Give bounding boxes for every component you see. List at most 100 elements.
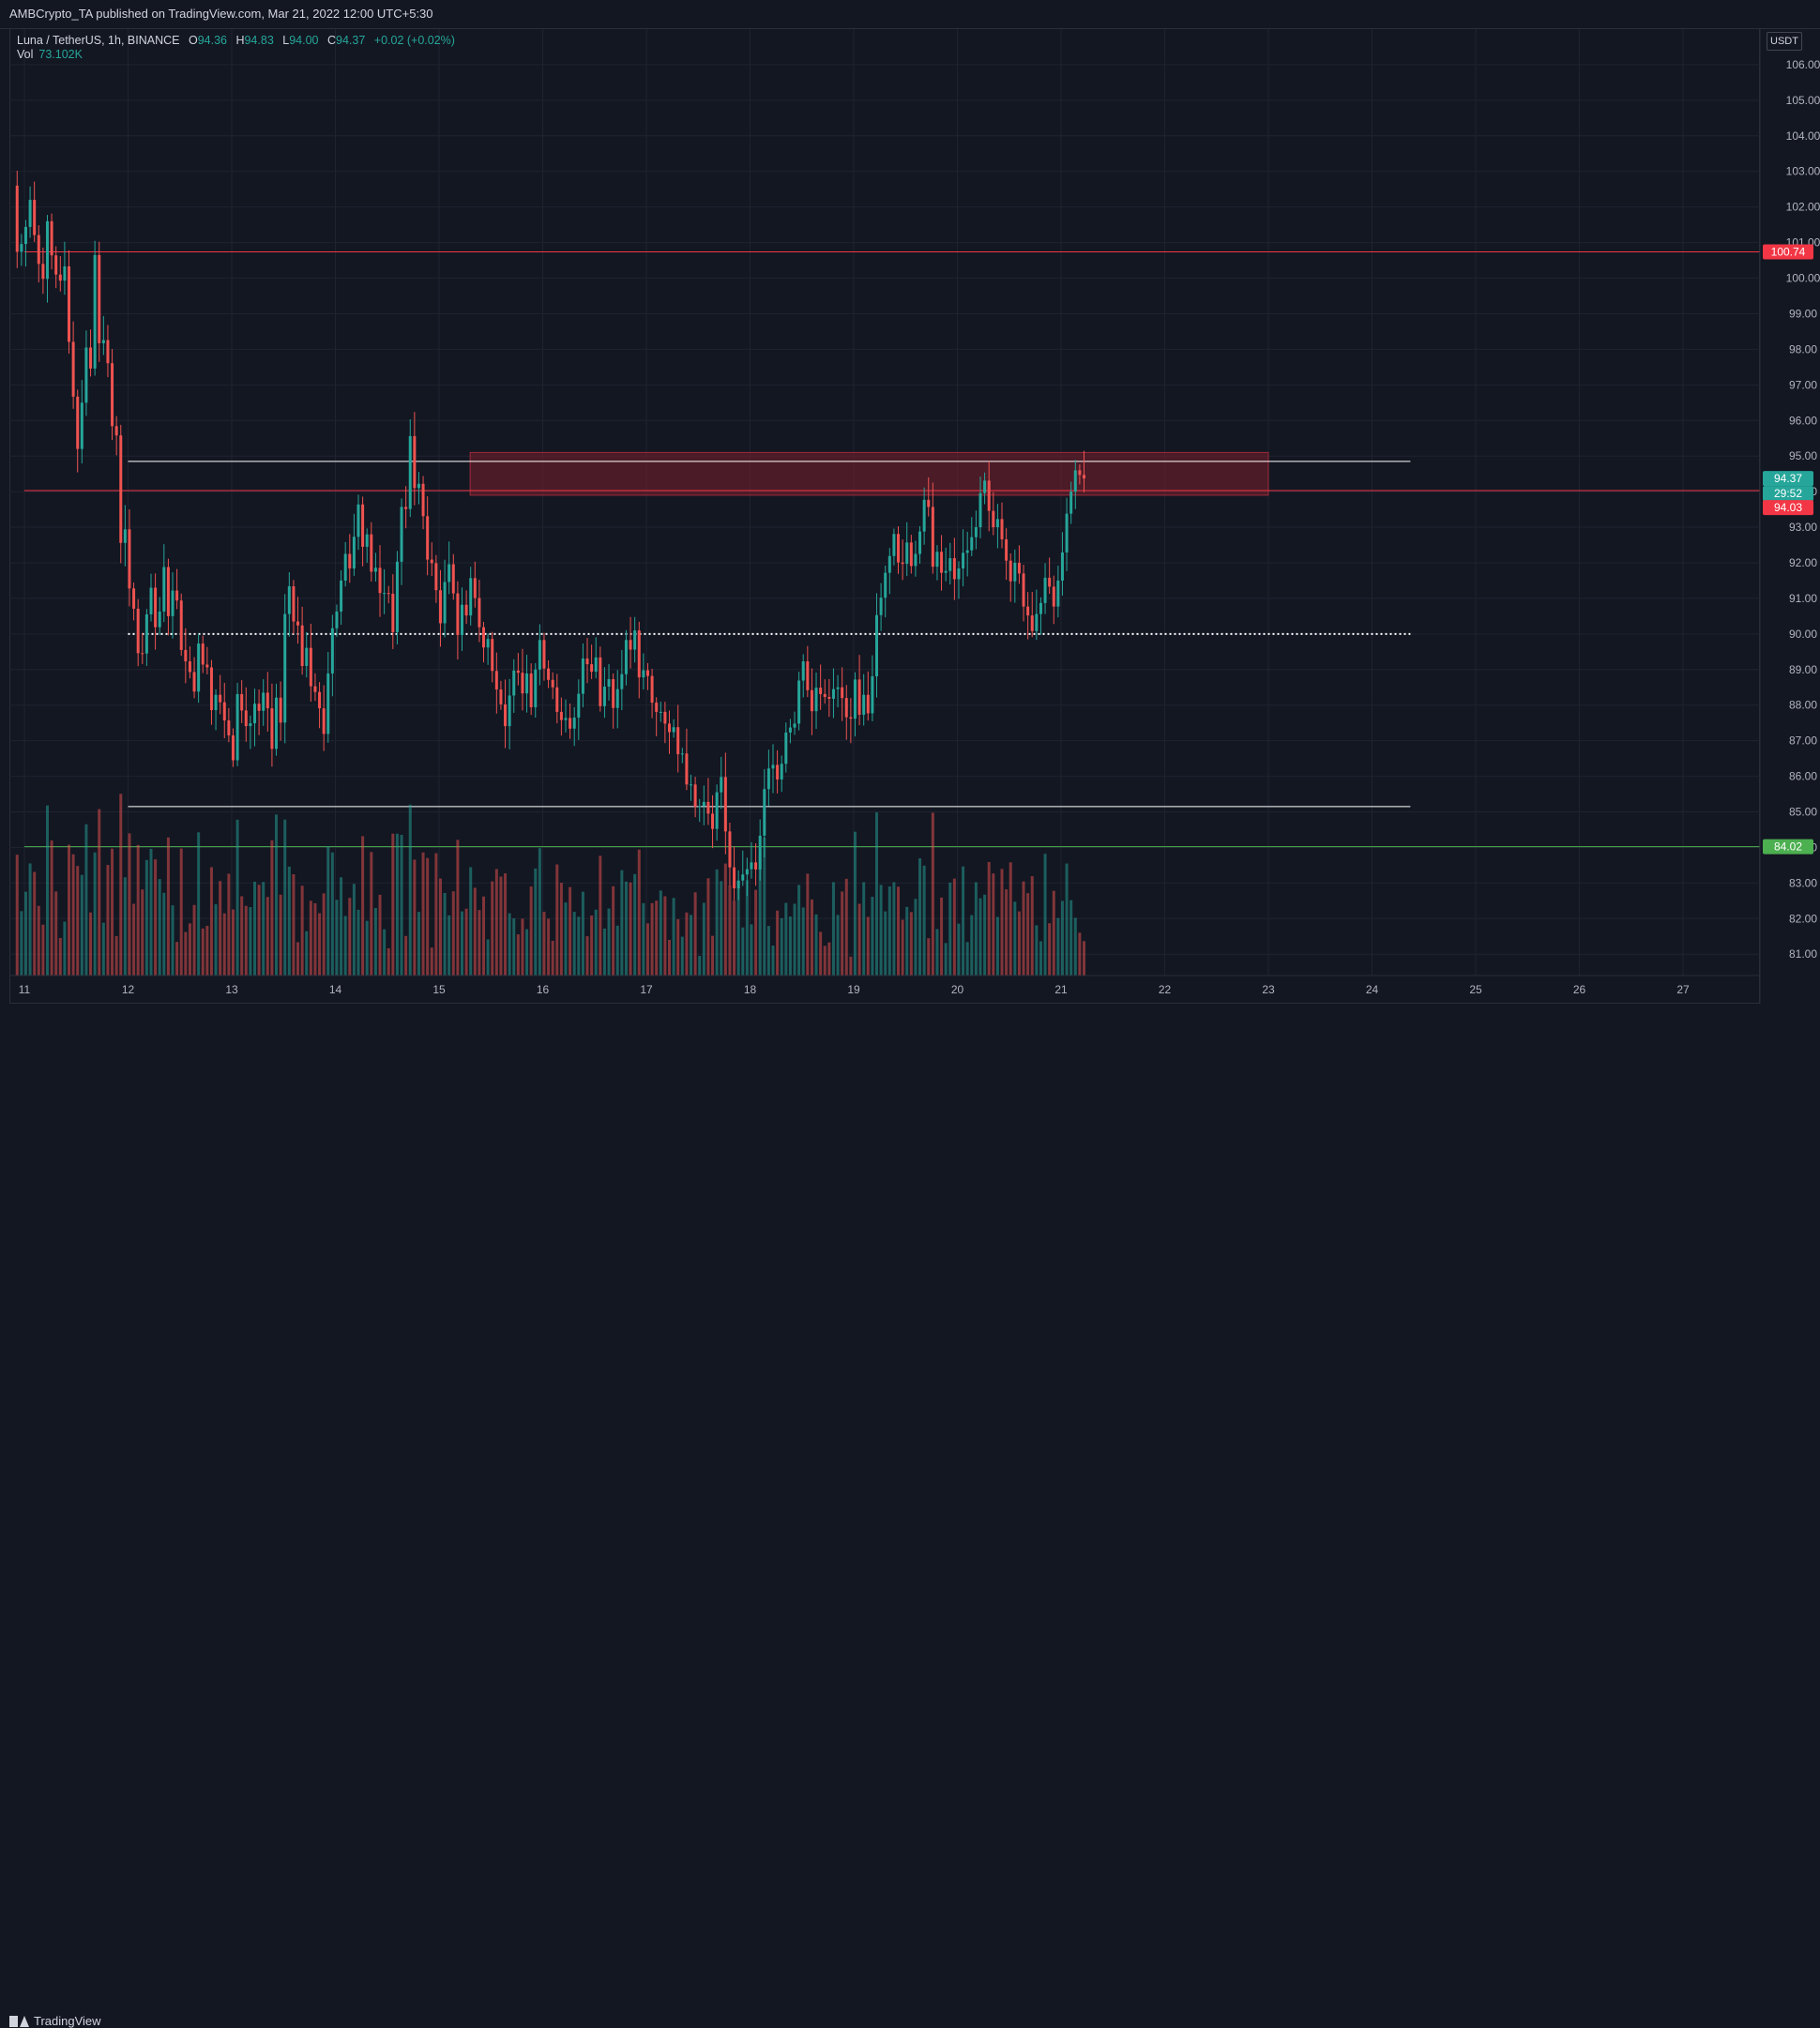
candle-body bbox=[529, 673, 533, 707]
volume-bar bbox=[797, 885, 801, 976]
volume-bar bbox=[1078, 932, 1082, 976]
volume-bar bbox=[857, 903, 861, 976]
volume-bar bbox=[633, 873, 637, 976]
volume-bar bbox=[642, 902, 645, 976]
candle-body bbox=[499, 689, 503, 704]
y-tick-label: 98.00 bbox=[1789, 342, 1817, 356]
candle-body bbox=[672, 727, 675, 733]
volume-bar bbox=[974, 882, 978, 976]
candle-body bbox=[594, 657, 598, 673]
tradingview-logo[interactable]: TradingView bbox=[9, 2014, 101, 2028]
candle-body bbox=[909, 542, 913, 567]
volume-bar bbox=[478, 910, 481, 976]
volume-bar bbox=[111, 848, 114, 976]
volume-bar bbox=[76, 866, 80, 976]
y-tick-label: 88.00 bbox=[1789, 699, 1817, 712]
volume-bar bbox=[499, 876, 503, 976]
candle-body bbox=[559, 711, 563, 720]
high-value: 94.83 bbox=[244, 34, 274, 47]
candle-body bbox=[784, 732, 788, 764]
close-value: 94.37 bbox=[336, 34, 366, 47]
candle-body bbox=[720, 777, 723, 793]
volume-bar bbox=[136, 844, 140, 976]
candle-body bbox=[750, 862, 753, 870]
candle-body bbox=[844, 698, 848, 718]
volume-bar bbox=[171, 905, 174, 976]
candle-body bbox=[494, 671, 498, 690]
candle-body bbox=[978, 492, 982, 528]
open-label: O bbox=[188, 34, 198, 47]
volume-bar bbox=[144, 859, 148, 976]
y-tick-label: 81.00 bbox=[1789, 947, 1817, 961]
candle-body bbox=[383, 593, 387, 595]
candle-body bbox=[219, 694, 222, 703]
volume-bar bbox=[814, 914, 818, 976]
volume-bar bbox=[391, 833, 395, 976]
tradingview-logo-icon bbox=[9, 2015, 29, 2027]
volume-bar bbox=[426, 857, 430, 976]
volume-bar bbox=[262, 882, 265, 976]
volume-bar bbox=[965, 942, 969, 976]
candle-body bbox=[387, 593, 390, 595]
y-tick-label: 82.00 bbox=[1789, 912, 1817, 925]
volume-bar bbox=[690, 915, 693, 976]
candle-body bbox=[28, 200, 32, 227]
volume-bar bbox=[542, 912, 546, 976]
candle-body bbox=[63, 266, 67, 281]
volume-bar bbox=[702, 902, 705, 976]
volume-bar bbox=[801, 907, 805, 976]
volume-bar bbox=[508, 913, 511, 976]
candle-body bbox=[927, 499, 931, 507]
volume-bar bbox=[897, 886, 901, 976]
volume-bar bbox=[711, 935, 715, 976]
volume-bar bbox=[736, 881, 740, 976]
candle-body bbox=[763, 789, 766, 836]
volume-bar bbox=[214, 903, 218, 976]
candle-body bbox=[690, 784, 693, 786]
volume-bar bbox=[244, 905, 248, 976]
candle-body bbox=[1078, 470, 1082, 476]
volume-bar bbox=[555, 864, 559, 976]
candle-body bbox=[650, 675, 654, 704]
chart-plot[interactable]: 106.00105.00104.00103.00102.00101.00100.… bbox=[0, 0, 1820, 1034]
volume-bar bbox=[292, 873, 296, 976]
candle-body bbox=[235, 693, 239, 761]
volume-bar bbox=[720, 881, 723, 976]
volume-bar bbox=[827, 942, 831, 976]
volume-bar bbox=[995, 916, 999, 976]
candle-body bbox=[421, 483, 425, 517]
candle-body bbox=[270, 708, 274, 749]
candle-body bbox=[776, 764, 780, 779]
volume-bar bbox=[706, 878, 710, 976]
volume-bar bbox=[655, 900, 659, 976]
volume-bar bbox=[750, 924, 753, 976]
volume-bar bbox=[612, 885, 615, 976]
low-value: 94.00 bbox=[289, 34, 319, 47]
volume-bar bbox=[404, 935, 408, 976]
candle-body bbox=[309, 647, 312, 687]
currency-badge[interactable]: USDT bbox=[1767, 32, 1802, 51]
price-label-bg bbox=[1763, 471, 1813, 487]
candle-body bbox=[793, 723, 796, 728]
volume-bar bbox=[128, 833, 131, 976]
y-tick-label: 99.00 bbox=[1789, 307, 1817, 320]
volume-bar bbox=[1035, 925, 1039, 976]
y-tick-label: 91.00 bbox=[1789, 592, 1817, 605]
volume-bar bbox=[1026, 893, 1030, 976]
volume-bar bbox=[909, 912, 913, 976]
volume-bar bbox=[119, 794, 123, 976]
candle-body bbox=[348, 553, 352, 569]
candle-body bbox=[244, 710, 248, 727]
volume-bar bbox=[318, 913, 322, 976]
candle-body bbox=[171, 590, 174, 616]
candle-body bbox=[391, 593, 395, 632]
candle-body bbox=[93, 254, 97, 369]
volume-bar bbox=[667, 939, 671, 976]
volume-bar bbox=[356, 909, 360, 976]
candle-body bbox=[227, 720, 231, 735]
candle-body bbox=[98, 254, 101, 343]
volume-bar bbox=[659, 890, 662, 976]
volume-bar bbox=[599, 855, 602, 976]
candle-body bbox=[569, 718, 572, 729]
price-label-bg bbox=[1763, 839, 1813, 855]
